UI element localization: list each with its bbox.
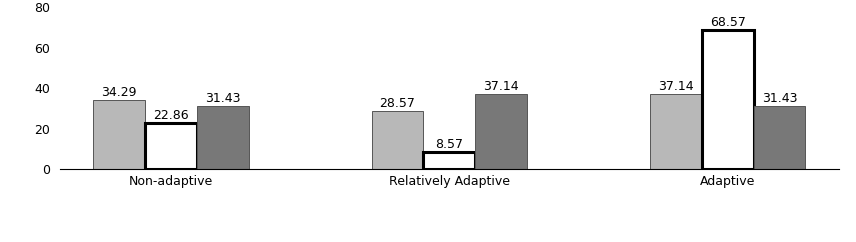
Text: 31.43: 31.43 xyxy=(762,92,797,105)
Bar xyxy=(702,30,753,169)
Bar xyxy=(475,94,527,169)
Bar xyxy=(197,106,249,169)
Text: 28.57: 28.57 xyxy=(379,98,415,111)
Bar xyxy=(753,106,805,169)
Bar xyxy=(372,112,424,169)
Legend: Cognitive, Emotional, Behavioral: Cognitive, Emotional, Behavioral xyxy=(313,241,586,242)
Bar xyxy=(93,100,146,169)
Text: 37.14: 37.14 xyxy=(484,80,519,93)
Bar xyxy=(424,152,475,169)
Text: 8.57: 8.57 xyxy=(436,138,463,151)
Text: 31.43: 31.43 xyxy=(205,92,241,105)
Text: 37.14: 37.14 xyxy=(658,80,693,93)
Bar xyxy=(650,94,702,169)
Bar xyxy=(146,123,197,169)
Text: 68.57: 68.57 xyxy=(710,16,746,30)
Text: 22.86: 22.86 xyxy=(153,109,189,122)
Text: 34.29: 34.29 xyxy=(102,86,137,99)
